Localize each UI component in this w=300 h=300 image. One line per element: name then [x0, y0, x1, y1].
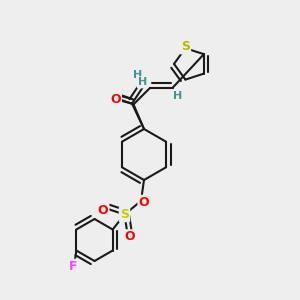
Text: O: O	[124, 230, 135, 244]
Text: H: H	[138, 77, 147, 87]
Text: H: H	[173, 91, 182, 100]
Text: S: S	[181, 40, 190, 53]
Text: O: O	[109, 94, 119, 107]
Text: S: S	[120, 208, 129, 221]
Text: O: O	[110, 93, 121, 106]
Text: O: O	[98, 203, 108, 217]
Text: H: H	[134, 70, 142, 80]
Text: F: F	[69, 260, 78, 273]
Text: O: O	[139, 196, 149, 209]
